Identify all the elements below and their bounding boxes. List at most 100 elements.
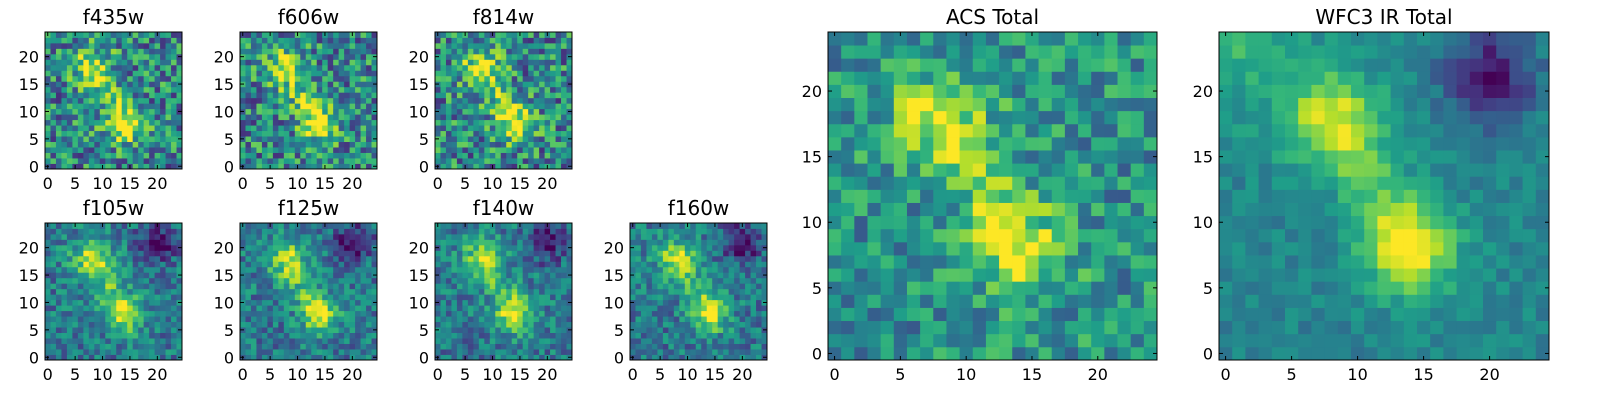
heatmap-cell: [55, 228, 62, 235]
heatmap-cell: [333, 288, 340, 295]
heatmap-cell: [256, 64, 263, 71]
heatmap-cell: [105, 283, 112, 290]
heatmap-cell: [149, 250, 155, 257]
heatmap-cell: [121, 338, 128, 344]
heatmap-cell: [327, 92, 334, 99]
heatmap-cell: [761, 288, 768, 295]
heatmap-cell: [662, 266, 669, 273]
heatmap-cell: [462, 338, 469, 344]
heatmap-cell: [506, 59, 513, 66]
heatmap-cell: [828, 228, 842, 243]
heatmap-cell: [261, 223, 268, 229]
heatmap-cell: [83, 316, 90, 323]
heatmap-cell: [250, 332, 257, 339]
heatmap-cell: [171, 103, 177, 110]
heatmap-cell: [528, 244, 535, 251]
heatmap-cell: [933, 294, 947, 308]
heatmap-cell: [371, 125, 378, 132]
heatmap-cell: [630, 349, 636, 355]
heatmap-cell: [489, 299, 496, 306]
heatmap-cell: [435, 283, 441, 290]
heatmap-cell: [522, 338, 529, 344]
heatmap-cell: [555, 130, 562, 137]
heatmap-cell: [371, 250, 378, 257]
heatmap-cell: [250, 125, 257, 132]
heatmap-cell: [539, 305, 545, 312]
heatmap-cell: [344, 316, 350, 323]
heatmap-cell: [283, 321, 290, 328]
heatmap-cell: [154, 349, 161, 355]
heatmap-cell: [149, 97, 155, 104]
heatmap-cell: [278, 255, 285, 262]
heatmap-cell: [717, 343, 724, 350]
heatmap-cell: [630, 332, 636, 339]
heatmap-cell: [668, 266, 675, 273]
heatmap-cell: [640, 261, 647, 268]
heatmap-cell: [355, 114, 361, 121]
heatmap-cell: [349, 119, 356, 126]
heatmap-cell: [506, 316, 513, 323]
heatmap-cell: [561, 158, 567, 164]
heatmap-cell: [478, 228, 485, 235]
heatmap-cell: [256, 343, 263, 350]
heatmap-cell: [555, 92, 562, 99]
heatmap-cell: [440, 59, 447, 66]
heatmap-cell: [171, 32, 177, 38]
heatmap-cell: [283, 327, 290, 333]
heatmap-cell: [116, 283, 123, 290]
heatmap-cell: [300, 48, 307, 55]
heatmap-cell: [734, 250, 740, 257]
heatmap-cell: [132, 158, 139, 164]
heatmap-cell: [467, 223, 474, 229]
heatmap-cell: [511, 37, 518, 44]
heatmap-cell: [149, 42, 155, 49]
heatmap-cell: [550, 316, 556, 323]
heatmap-cell: [1064, 228, 1079, 243]
heatmap-cell: [154, 59, 161, 66]
heatmap-cell: [657, 343, 664, 350]
heatmap-cell: [154, 327, 161, 333]
heatmap-cell: [462, 59, 469, 66]
heatmap-cell: [489, 103, 496, 110]
heatmap-cell: [83, 114, 90, 121]
heatmap-cell: [440, 277, 447, 284]
heatmap-cell: [750, 343, 757, 350]
heatmap-cell: [256, 152, 263, 159]
heatmap-cell: [94, 86, 101, 93]
heatmap-cell: [555, 163, 562, 170]
heatmap-cell: [138, 294, 145, 301]
heatmap-cell: [484, 250, 491, 257]
heatmap-cell: [544, 349, 551, 355]
heatmap-cell: [160, 59, 166, 66]
heatmap-cell: [506, 53, 513, 60]
heatmap-cell: [467, 321, 474, 328]
heatmap-cell: [349, 349, 356, 355]
heatmap-cell: [550, 114, 556, 121]
heatmap-cell: [745, 354, 751, 361]
heatmap-cell: [533, 277, 540, 284]
heatmap-cell: [88, 141, 95, 148]
heatmap-cell: [985, 176, 1000, 190]
heatmap-cell: [561, 343, 567, 350]
heatmap-cell: [640, 244, 647, 251]
heatmap-cell: [245, 48, 252, 55]
heatmap-cell: [45, 294, 51, 301]
heatmap-cell: [1091, 281, 1105, 295]
heatmap-cell: [511, 321, 518, 328]
heatmap-cell: [305, 294, 312, 301]
heatmap-cell: [854, 307, 868, 322]
heatmap-cell: [440, 343, 447, 350]
heatmap-cell: [1038, 228, 1053, 243]
heatmap-cell: [305, 136, 312, 142]
heatmap-cell: [45, 103, 51, 110]
heatmap-cell: [333, 266, 340, 273]
heatmap-cell: [440, 288, 447, 295]
heatmap-cell: [630, 305, 636, 312]
heatmap-cell: [355, 255, 361, 262]
heatmap-cell: [985, 281, 1000, 295]
heatmap-cell: [256, 75, 263, 82]
heatmap-cell: [143, 75, 150, 82]
heatmap-cell: [327, 354, 334, 361]
heatmap-cell: [355, 81, 361, 88]
heatmap-cell: [506, 277, 513, 284]
